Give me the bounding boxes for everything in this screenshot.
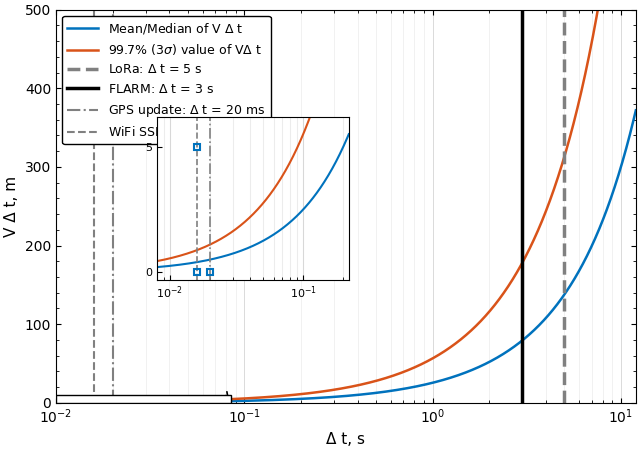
99.7% (3$\sigma$) value of V$\Delta$ t [558,162,566,167]
FLARM: $\Delta$ t = 3 s: (3, 0): $\Delta$ t = 3 s: (3, 0) [518,400,526,405]
WiFi SSID: $\Delta$ t = 16 ms: (0.016, 1): $\Delta$ t = 16 ms: (0.016, 1) [90,399,98,405]
Mean/Median of V $\Delta$ t [632,108,639,113]
Mean/Median of V $\Delta$ t [558,295,566,301]
LoRa: $\Delta$ t = 5 s: (5, 1): $\Delta$ t = 5 s: (5, 1) [561,399,568,405]
Mean/Median of V $\Delta$ t [153,400,161,405]
Y-axis label: V Δ t, m: V Δ t, m [4,176,19,237]
Mean/Median of V $\Delta$ t [52,400,60,405]
99.7% (3$\sigma$) value of V$\Delta$ t [52,400,60,405]
LoRa: $\Delta$ t = 5 s: (5, 0): $\Delta$ t = 5 s: (5, 0) [561,400,568,405]
WiFi SSID: $\Delta$ t = 16 ms: (0.016, 0): $\Delta$ t = 16 ms: (0.016, 0) [90,400,98,405]
Mean/Median of V $\Delta$ t [300,396,307,401]
99.7% (3$\sigma$) value of V$\Delta$ t [118,399,126,405]
FLARM: $\Delta$ t = 3 s: (3, 1): $\Delta$ t = 3 s: (3, 1) [518,399,526,405]
Bar [56,395,231,403]
Mean/Median of V $\Delta$ t [275,397,282,403]
99.7% (3$\sigma$) value of V$\Delta$ t [153,399,161,404]
99.7% (3$\sigma$) value of V$\Delta$ t [275,394,282,399]
GPS update: $\Delta$ t = 20 ms: (0.02, 0): $\Delta$ t = 20 ms: (0.02, 0) [109,400,116,405]
Mean/Median of V $\Delta$ t [621,152,628,157]
X-axis label: Δ t, s: Δ t, s [326,432,365,447]
Legend: Mean/Median of V $\Delta$ t, 99.7% (3$\sigma$) value of V$\Delta$ t, LoRa: $\Del: Mean/Median of V $\Delta$ t, 99.7% (3$\s… [62,16,271,144]
Line: Mean/Median of V $\Delta$ t: Mean/Median of V $\Delta$ t [56,110,636,403]
GPS update: $\Delta$ t = 20 ms: (0.02, 1): $\Delta$ t = 20 ms: (0.02, 1) [109,399,116,405]
Line: 99.7% (3$\sigma$) value of V$\Delta$ t: 99.7% (3$\sigma$) value of V$\Delta$ t [56,0,636,402]
Mean/Median of V $\Delta$ t [118,400,126,405]
99.7% (3$\sigma$) value of V$\Delta$ t [300,391,307,396]
